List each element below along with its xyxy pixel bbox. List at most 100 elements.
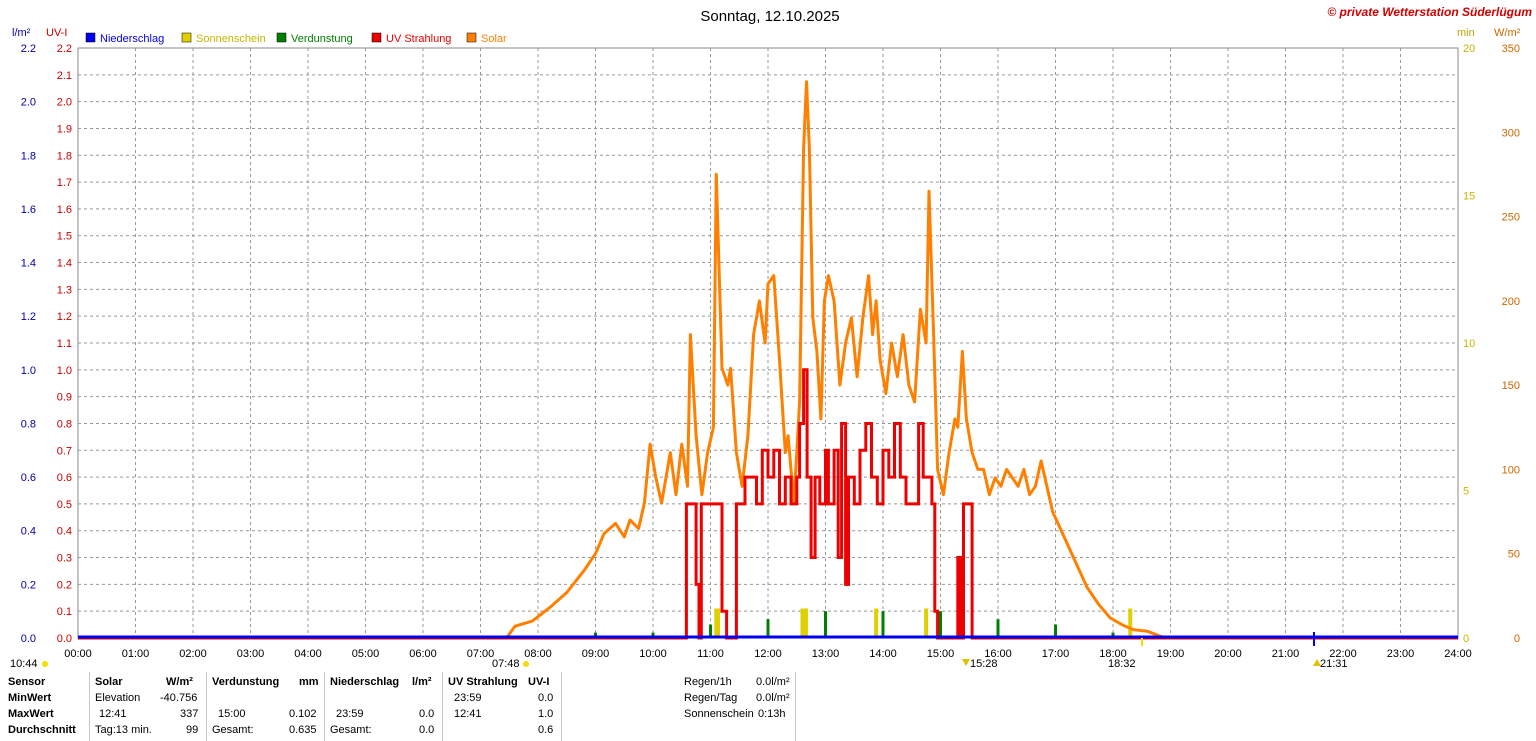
uv-tick-label: 1.6 [57, 204, 72, 216]
bars-layer [594, 608, 1133, 638]
rain-tick-label: 0.8 [21, 418, 36, 430]
legend-swatch [371, 32, 382, 43]
stats-max-label: MaxWert [8, 708, 54, 720]
solar-tick-label: 300 [1502, 127, 1520, 139]
uv-max-value: 1.0 [538, 708, 554, 720]
stats-divider [89, 672, 90, 741]
x-tick-label: 18:00 [1099, 648, 1127, 660]
uv-tick-label: 1.1 [57, 338, 72, 350]
rain-day-value: 0.0l/m² [756, 692, 790, 704]
solar-series-line [78, 80, 1458, 640]
uv-tick-label: 1.0 [57, 365, 72, 377]
uv-tick-label: 1.2 [57, 311, 72, 323]
x-tick-label: 11:00 [697, 648, 724, 660]
evaporation-bar [709, 624, 712, 638]
stats-sensor-header: Sensor [8, 676, 46, 688]
min-tick-label: 0 [1463, 633, 1469, 645]
evap-max-value: 0.102 [289, 708, 317, 720]
moonset-time: 15:28 [970, 658, 998, 670]
x-tick-label: 07:00 [467, 648, 495, 660]
evaporation-bar [824, 611, 827, 638]
uv-tick-label: 0.4 [57, 526, 72, 538]
sunshine-bar [874, 608, 879, 638]
rain-tick-label: 1.6 [21, 204, 36, 216]
evaporation-bar [594, 632, 597, 638]
evap-header: Verdunstung [212, 676, 280, 688]
solar-max-time: 12:41 [99, 708, 127, 720]
legend: Niederschlag Sonnenschein Verdunstung UV St… [85, 32, 507, 45]
legend-label: Verdunstung [291, 33, 353, 45]
rain-day-label: Regen/Tag [684, 692, 738, 704]
legend-label: Solar [481, 33, 507, 45]
sunrise-time: 07:48 [492, 658, 520, 670]
sunshine-label: Sonnenschein [684, 708, 754, 720]
evap-total-label: Gesamt: [212, 724, 254, 736]
x-tick-label: 22:00 [1329, 648, 1357, 660]
solar-avg-label: Tag:13 min. [95, 724, 152, 736]
sunrise-icon [523, 661, 529, 667]
x-tick-label: 23:00 [1387, 648, 1415, 660]
right-unit-solar: W/m² [1494, 27, 1521, 39]
stats-divider [442, 672, 443, 741]
solar-avg-value: 99 [186, 724, 199, 736]
evaporation-bar [1054, 624, 1057, 638]
sunshine-bar [803, 608, 808, 638]
uv-tick-label: 2.2 [57, 43, 72, 55]
rain-tick-label: 1.8 [21, 150, 36, 162]
stats-divider [795, 672, 796, 741]
rain-tick-label: 0.4 [21, 526, 36, 538]
solar-tick-label: 350 [1502, 43, 1520, 55]
evaporation-bar [651, 632, 655, 638]
stats-avg-label: Durchschnitt [8, 724, 76, 736]
x-tick-label: 13:00 [812, 648, 840, 660]
x-tick-label: 12:00 [754, 648, 782, 660]
solar-min-label: Elevation [95, 692, 141, 704]
uv-tick-label: 2.1 [57, 70, 72, 82]
evaporation-bar [996, 619, 1000, 638]
rain-tick-label: 0.0 [21, 633, 36, 645]
solar-tick-label: 250 [1502, 212, 1520, 224]
uv-tick-label: 1.9 [57, 123, 72, 135]
evaporation-bar [881, 611, 885, 638]
stats-table: Sensor MinWert MaxWert Durchschnitt Sola… [0, 672, 1536, 741]
x-tick-label: 04:00 [294, 648, 322, 660]
solar-tick-label: 50 [1508, 549, 1520, 561]
uv-avg-value: 0.6 [538, 724, 554, 736]
moonrise-icon [42, 661, 48, 667]
x-tick-label: 05:00 [352, 648, 380, 660]
solar-max-value: 337 [180, 708, 199, 720]
rain-1h-label: Regen/1h [684, 676, 732, 688]
x-tick-label: 06:00 [409, 648, 437, 660]
markers: 10:44 07:48 15:28 18:32 21:31 [10, 632, 1348, 670]
legend-swatch [466, 32, 477, 43]
min-tick-label: 15 [1463, 191, 1475, 203]
min-tick-label: 10 [1463, 338, 1475, 350]
evap-total-value: 0.635 [289, 724, 317, 736]
legend-label: Sonnenschein [196, 33, 266, 45]
rain-max-time: 23:59 [336, 708, 364, 720]
sunshine-bar [924, 608, 929, 638]
rain-total-label: Gesamt: [330, 724, 372, 736]
rain-unit: l/m² [412, 676, 432, 688]
rain-tick-label: 2.0 [21, 97, 36, 109]
sunset-time: 18:32 [1108, 658, 1136, 670]
uv-tick-label: 0.9 [57, 392, 72, 404]
weather-chart: Sonntag, 12.10.2025 © private Wetterstat… [10, 5, 1532, 670]
evap-max-time: 15:00 [218, 708, 246, 720]
stats-min-label: MinWert [8, 692, 52, 704]
uv-tick-label: 1.8 [57, 150, 72, 162]
x-tick-label: 01:00 [122, 648, 150, 660]
moon2-time: 21:31 [1320, 658, 1348, 670]
x-tick-label: 08:00 [524, 648, 552, 660]
x-tick-label: 19:00 [1157, 648, 1185, 660]
uv-tick-label: 0.8 [57, 418, 72, 430]
x-tick-label: 00:00 [64, 648, 92, 660]
uv-header: UV Strahlung [448, 676, 518, 688]
rain-tick-label: 2.2 [21, 43, 36, 55]
min-tick-label: 20 [1463, 43, 1475, 55]
sunshine-bar [1128, 608, 1133, 638]
x-tick-label: 24:00 [1444, 648, 1472, 660]
chart-title: Sonntag, 12.10.2025 [700, 8, 839, 25]
uv-max-time: 12:41 [454, 708, 482, 720]
x-tick-label: 20:00 [1214, 648, 1242, 660]
